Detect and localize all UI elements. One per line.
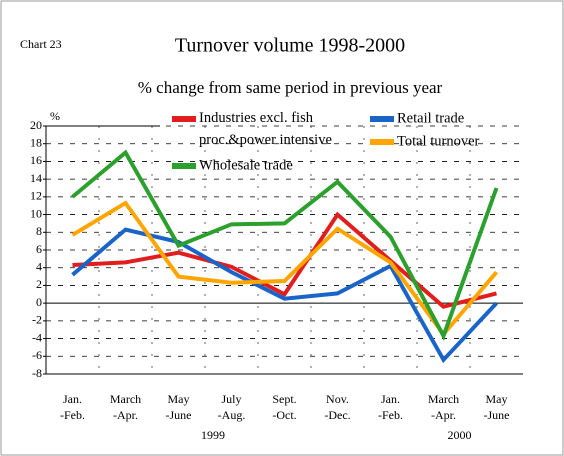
year-label: 1999 (201, 428, 225, 442)
x-tick-label: Jan. -Feb. (60, 392, 85, 422)
y-tick-label: -2 (32, 313, 42, 327)
y-tick-label: 12 (30, 189, 42, 203)
x-tick-label: Nov. -Dec. (324, 392, 350, 422)
x-tick-label: May -June (166, 392, 192, 422)
y-tick-label: 16 (30, 153, 42, 167)
y-tick-label: -6 (32, 348, 42, 362)
x-tick-label: July -Aug. (218, 392, 246, 422)
y-tick-label: 10 (30, 206, 42, 220)
y-tick-label: 14 (30, 171, 42, 185)
x-tick-label: March -Apr. (428, 392, 459, 422)
x-tick-label: March -Apr. (110, 392, 141, 422)
y-tick-label: 6 (36, 242, 42, 256)
y-tick-label: 20 (30, 118, 42, 132)
chart-label: Chart 23 (20, 37, 62, 51)
x-tick-label: Jan. -Feb. (378, 392, 403, 422)
x-tick-label: Sept. -Oct. (272, 392, 296, 422)
series-line (71, 149, 499, 341)
series-line (71, 200, 499, 338)
legend-label: Retail trade (397, 110, 464, 126)
y-tick-label: -8 (32, 366, 42, 380)
y-tick-label: 8 (36, 224, 42, 238)
y-tick-label: -4 (32, 330, 42, 344)
series-line (71, 227, 498, 364)
x-tick-label: May -June (484, 392, 510, 422)
chart-subtitle: % change from same period in previous ye… (138, 78, 443, 97)
legend-label: Wholesale trade (199, 157, 293, 173)
legend-label: Total turnover (397, 133, 480, 149)
y-axis-label: % (50, 109, 60, 123)
y-tick-label: 0 (36, 295, 42, 309)
series-line (72, 211, 497, 309)
year-label: 2000 (448, 428, 472, 442)
y-tick-label: 4 (36, 259, 42, 273)
legend-label: Industries excl. fish proc.&power intensi… (199, 110, 332, 148)
y-tick-label: 18 (30, 135, 42, 149)
y-tick-label: 2 (36, 277, 42, 291)
chart-title: Turnover volume 1998-2000 (175, 35, 405, 57)
